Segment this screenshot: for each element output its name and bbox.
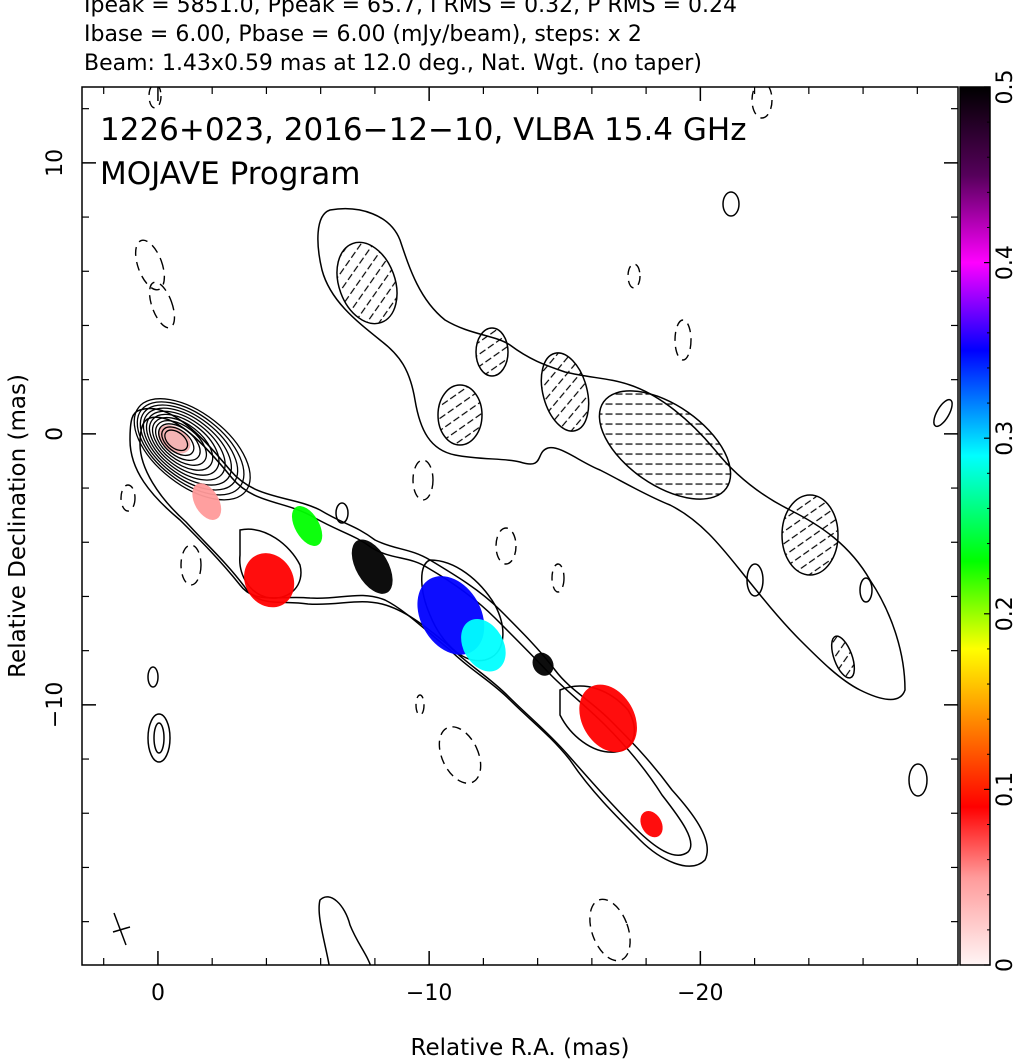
- x-tick-label: −10: [406, 981, 452, 1006]
- noise-contours: [147, 191, 953, 965]
- colorbar-tick-label: 0.3: [993, 421, 1018, 456]
- x-tick-label: −20: [677, 981, 723, 1006]
- y-axis-label: Relative Declination (mas): [5, 374, 31, 678]
- colorbar: [959, 86, 991, 966]
- colorbar-tick-label: 0: [993, 958, 1018, 972]
- polarization-blob: [532, 652, 554, 676]
- north-jet-knot: [336, 241, 398, 325]
- header-beam-line: Beam: 1.43x0.59 mas at 12.0 deg., Nat. W…: [84, 51, 702, 76]
- polarization-blob: [640, 810, 663, 838]
- map-content: [112, 87, 953, 965]
- colorbar-tick-label: 0.1: [993, 772, 1018, 807]
- north-jet-knot: [598, 390, 732, 500]
- plot-frame: [81, 86, 959, 966]
- core-contour: [158, 423, 201, 461]
- polarization-blob: [461, 619, 506, 672]
- core-contour: [151, 416, 214, 471]
- core-contour: [139, 404, 239, 491]
- colorbar-tick-label: 0.2: [993, 596, 1018, 631]
- core-contour: [155, 420, 208, 466]
- polarization-blob: [244, 553, 295, 608]
- header-base-line: Ibase = 6.00, Pbase = 6.00 (mJy/beam), s…: [84, 22, 642, 47]
- core-contour: [133, 398, 251, 501]
- colorbar-tick-label: 0.5: [993, 70, 1018, 105]
- core-contour-group: [133, 398, 251, 501]
- axes-group: 0 −10 −20 10 0 −10 0 0.1 0.2 0.3 0.4 0.5: [43, 70, 1018, 1007]
- polarization-blob: [192, 483, 222, 520]
- core-contour: [142, 407, 233, 486]
- y-tick-label: 0: [43, 427, 68, 441]
- polarization-blob: [351, 539, 393, 594]
- polarization-blob-group: [192, 483, 663, 838]
- x-axis-label: Relative R.A. (mas): [411, 1035, 630, 1060]
- north-jet-knot: [540, 352, 590, 432]
- plot-label-program: MOJAVE Program: [100, 156, 360, 192]
- core-contour: [145, 410, 226, 481]
- y-tick-label: −10: [43, 682, 68, 728]
- beam-marker: [112, 912, 131, 946]
- polarization-blob: [579, 684, 637, 753]
- polarization-blob: [291, 506, 323, 546]
- core-contour: [164, 429, 189, 452]
- y-tick-label: 10: [43, 149, 68, 177]
- north-jet-knot: [781, 494, 839, 576]
- core-contour: [136, 401, 245, 496]
- jet-outer-contour: [129, 407, 708, 867]
- header-peak-line: Ipeak = 5851.0, Ppeak = 65.7, I RMS = 0.…: [84, 0, 737, 18]
- north-jet-knot: [475, 327, 509, 377]
- north-jet-knot: [830, 635, 856, 679]
- plot-label-source: 1226+023, 2016−12−10, VLBA 15.4 GHz: [100, 112, 746, 148]
- x-tick-label: 0: [151, 981, 165, 1006]
- north-jet-contour: [317, 208, 906, 701]
- colorbar-tick-label: 0.4: [993, 245, 1018, 280]
- negative-noise-contours: [120, 87, 773, 962]
- north-jet-knot: [437, 384, 483, 446]
- core-contour: [148, 413, 220, 476]
- core-contour: [161, 426, 195, 457]
